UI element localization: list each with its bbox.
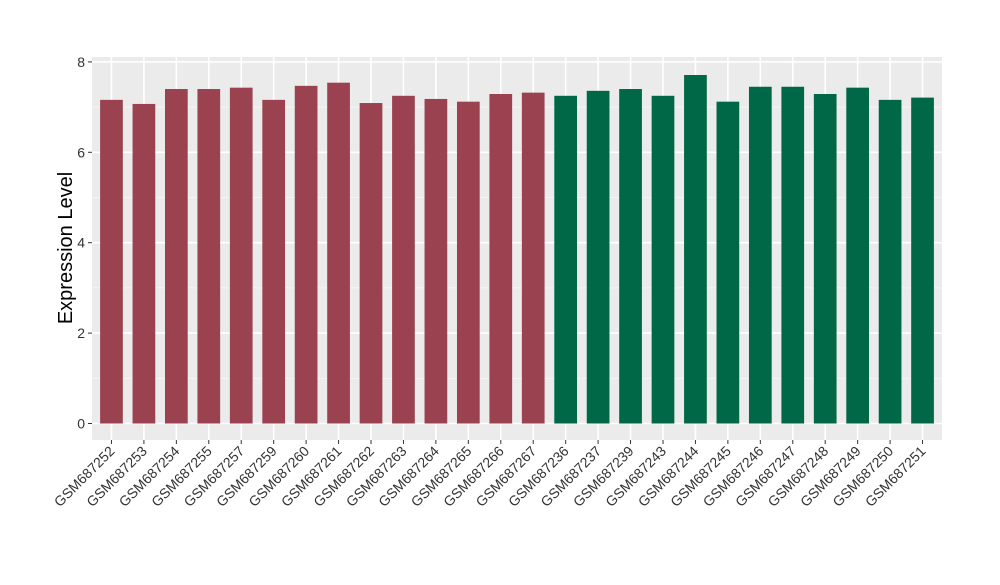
bar: [327, 82, 350, 424]
bar: [748, 86, 772, 424]
bar: [197, 89, 221, 424]
bar: [456, 101, 480, 424]
bar: [132, 103, 156, 424]
bar: [684, 75, 707, 424]
y-axis-label: Expression Level: [55, 172, 77, 324]
bar: [813, 93, 837, 424]
bar: [100, 99, 123, 424]
bar: [164, 89, 188, 424]
bar: [359, 103, 383, 424]
y-tick-label: 4: [77, 235, 85, 251]
bar: [878, 99, 902, 424]
bar: [262, 99, 286, 424]
bar: [229, 87, 253, 424]
y-tick-label: 6: [77, 144, 85, 160]
bar: [781, 86, 805, 424]
bar: [651, 95, 675, 424]
bar: [846, 87, 870, 424]
bar: [294, 85, 318, 424]
bar: [424, 98, 448, 424]
bar: [619, 89, 642, 424]
y-tick-label: 8: [77, 54, 85, 70]
bar: [716, 101, 740, 424]
bar: [489, 93, 513, 424]
bar: [554, 95, 578, 424]
bar: [521, 92, 545, 424]
y-tick-label: 0: [77, 416, 85, 432]
bar: [586, 90, 610, 424]
bar: [392, 95, 415, 424]
bar: [911, 97, 934, 424]
y-tick-label: 2: [77, 325, 85, 341]
